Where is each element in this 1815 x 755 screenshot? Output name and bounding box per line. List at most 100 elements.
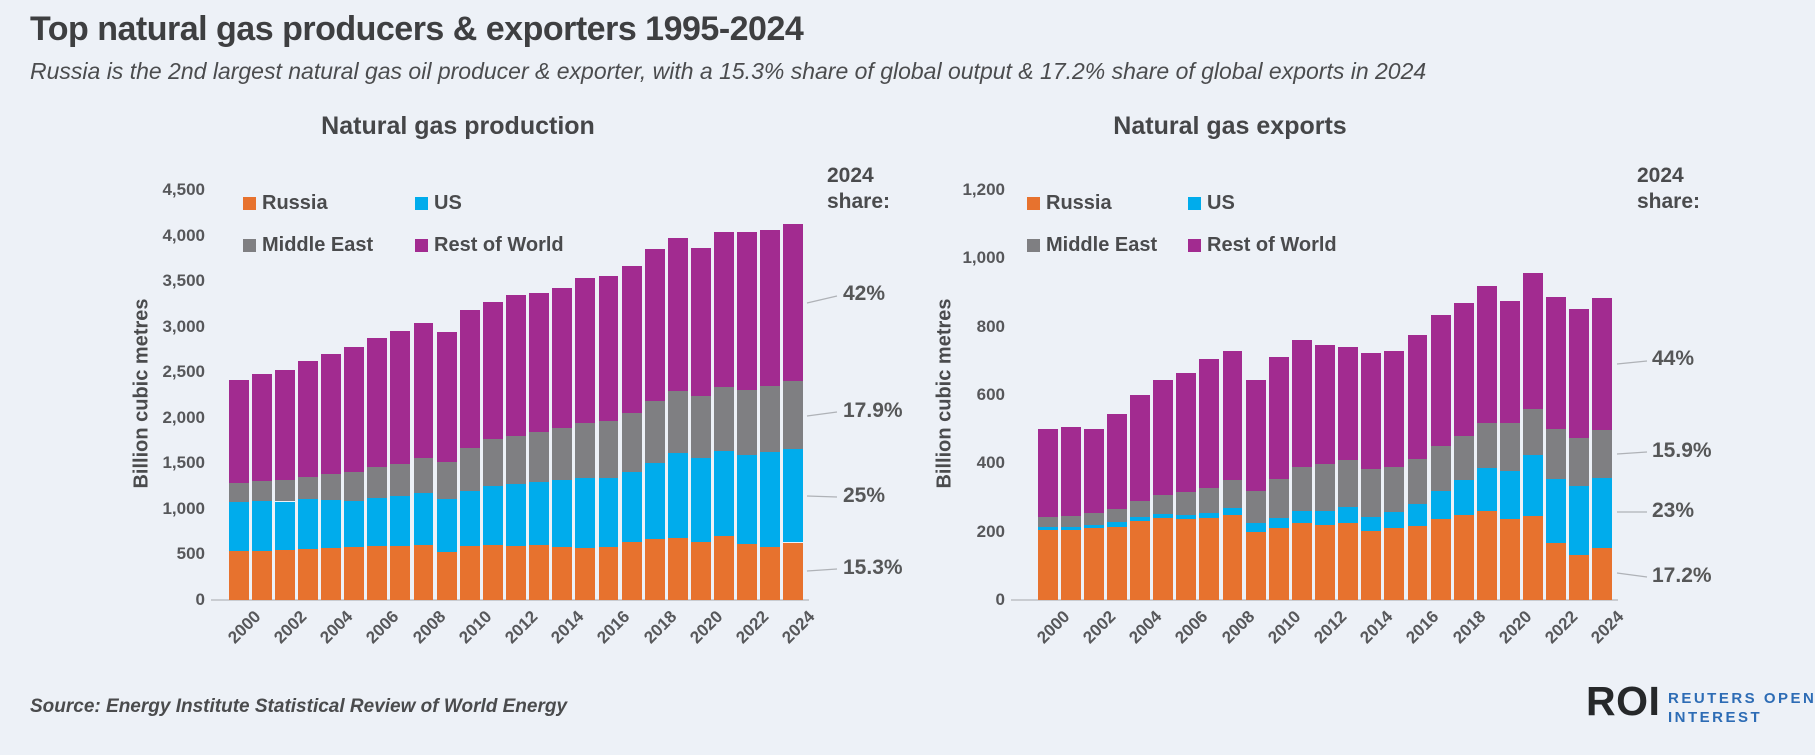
bar-segment-middle-east-2014 [1361, 469, 1382, 518]
leader-line [806, 568, 838, 572]
legend-item-rest-of-world-label: Rest of World [434, 234, 564, 256]
bar-segment-middle-east-2016 [1407, 459, 1428, 505]
bar-segment-middle-east-2004 [1130, 500, 1150, 518]
bar-segment-us-2003 [297, 499, 318, 549]
bar-segment-rest-of-world-2001 [1060, 427, 1081, 516]
bar-segment-us-2002 [274, 501, 295, 551]
bar-segment-middle-east-2009 [436, 462, 457, 499]
bar-segment-rest-of-world-2020 [691, 248, 711, 396]
x-tick-label: 2024 [778, 607, 819, 648]
legend-item-rest-of-world-label: Rest of World [1207, 234, 1337, 256]
bar-segment-us-2012 [1315, 511, 1335, 525]
bar-segment-us-2022 [737, 454, 758, 544]
bar-segment-rest-of-world-2005 [344, 346, 365, 473]
bar-segment-russia-2008 [1222, 514, 1243, 600]
x-tick-label: 2012 [501, 607, 542, 648]
bar-segment-russia-2006 [367, 545, 388, 600]
share-label-russia: 17.2% [1652, 564, 1712, 587]
bar-segment-middle-east-2008 [1222, 480, 1243, 508]
bar-segment-rest-of-world-2012 [1315, 345, 1335, 464]
roi-logo-mark: ROI [1586, 678, 1661, 724]
bar-segment-russia-2003 [1106, 526, 1127, 600]
bar-segment-russia-2019 [1476, 511, 1497, 600]
bar-segment-us-2017 [1430, 490, 1451, 519]
x-tick-label: 2004 [316, 607, 357, 648]
bar-segment-us-2000 [1037, 526, 1058, 530]
bar-segment-rest-of-world-2018 [1453, 302, 1474, 436]
bar-segment-us-2023 [760, 452, 781, 547]
leader-line [1616, 572, 1648, 578]
legend-item-middle-east-label: Middle East [1046, 234, 1158, 256]
bar-segment-middle-east-2001 [251, 480, 272, 501]
bar-segment-middle-east-2000 [1037, 516, 1058, 527]
bar-segment-middle-east-2000 [228, 482, 249, 502]
bar-segment-us-2019 [667, 453, 688, 539]
x-axis-baseline [1011, 599, 1618, 601]
bar-segment-us-2010 [459, 491, 480, 547]
bar-segment-russia-2004 [1130, 521, 1150, 600]
bar-segment-middle-east-2001 [1060, 515, 1081, 527]
bar-segment-middle-east-2015 [575, 422, 596, 478]
bar-segment-russia-2002 [1083, 528, 1104, 600]
x-tick-label: 2006 [362, 607, 403, 648]
bar-segment-us-2021 [1523, 455, 1544, 517]
bar-segment-middle-east-2022 [1546, 428, 1567, 479]
bar-segment-us-2023 [1569, 485, 1590, 556]
bar-segment-us-2012 [506, 484, 526, 547]
bar-segment-middle-east-2021 [1523, 409, 1544, 456]
bar-segment-russia-2009 [1245, 531, 1266, 600]
x-tick-label: 2002 [270, 607, 311, 648]
bar-segment-rest-of-world-2010 [459, 310, 480, 449]
bar-segment-rest-of-world-2021 [1523, 273, 1544, 409]
bar-segment-rest-of-world-2020 [1500, 300, 1520, 424]
x-tick-label: 2020 [1495, 607, 1536, 648]
legend-item-russia-label: Russia [1046, 192, 1112, 214]
bar-segment-middle-east-2002 [274, 480, 295, 502]
bar-segment-rest-of-world-2002 [1083, 429, 1104, 513]
bar-segment-russia-2007 [1199, 518, 1220, 600]
bar-segment-rest-of-world-2000 [1037, 429, 1058, 517]
bar-segment-rest-of-world-2017 [621, 265, 642, 413]
y-tick-label: 200 [976, 521, 1005, 541]
roi-logo-line2: INTEREST [1668, 709, 1763, 726]
bar-segment-us-2003 [1106, 522, 1127, 527]
legend-item-russia-swatch [243, 197, 256, 210]
x-tick-label: 2002 [1079, 607, 1120, 648]
page-subtitle: Russia is the 2nd largest natural gas oi… [30, 58, 1427, 84]
bar-segment-russia-2019 [667, 538, 688, 600]
bar-segment-middle-east-2013 [1338, 460, 1359, 508]
bar-segment-us-2005 [344, 500, 365, 548]
x-tick-label: 2018 [639, 607, 681, 648]
bar-segment-us-2015 [575, 477, 596, 548]
legend-item-middle-east-swatch [243, 239, 256, 252]
share-label-middle-east: 17.9% [843, 399, 903, 422]
legend-item-us-swatch [1188, 197, 1201, 210]
chart-title: Natural gas exports [1113, 112, 1347, 140]
source-note: Source: Energy Institute Statistical Rev… [30, 696, 568, 717]
bar-segment-middle-east-2005 [1153, 495, 1174, 514]
y-tick-label: 600 [976, 385, 1005, 404]
bar-segment-us-2007 [390, 496, 411, 547]
bar-segment-middle-east-2011 [1291, 466, 1312, 512]
bar-segment-us-2021 [714, 450, 735, 537]
bar-segment-russia-2000 [1037, 529, 1058, 600]
bar-segment-rest-of-world-2013 [1338, 347, 1359, 461]
leader-line [806, 411, 838, 417]
bar-segment-russia-2013 [529, 544, 550, 600]
bar-segment-middle-east-2003 [297, 476, 318, 500]
bar-segment-russia-2005 [344, 547, 365, 600]
x-tick-label: 2022 [732, 607, 773, 648]
bar-segment-russia-2022 [737, 543, 758, 600]
x-tick-label: 2008 [1217, 607, 1258, 648]
share-label-russia: 15.3% [843, 556, 903, 579]
bar-segment-us-2004 [321, 499, 341, 548]
bar-segment-us-2011 [1291, 511, 1312, 524]
bar-segment-russia-2016 [598, 547, 619, 600]
leader-line [1616, 360, 1648, 365]
bar-segment-rest-of-world-2001 [251, 374, 272, 481]
bar-segment-middle-east-2019 [1476, 423, 1497, 469]
bar-segment-us-2006 [1176, 514, 1197, 519]
bar-segment-russia-2009 [436, 551, 457, 600]
bar-segment-rest-of-world-2013 [529, 293, 550, 432]
bar-segment-us-2018 [644, 462, 665, 540]
